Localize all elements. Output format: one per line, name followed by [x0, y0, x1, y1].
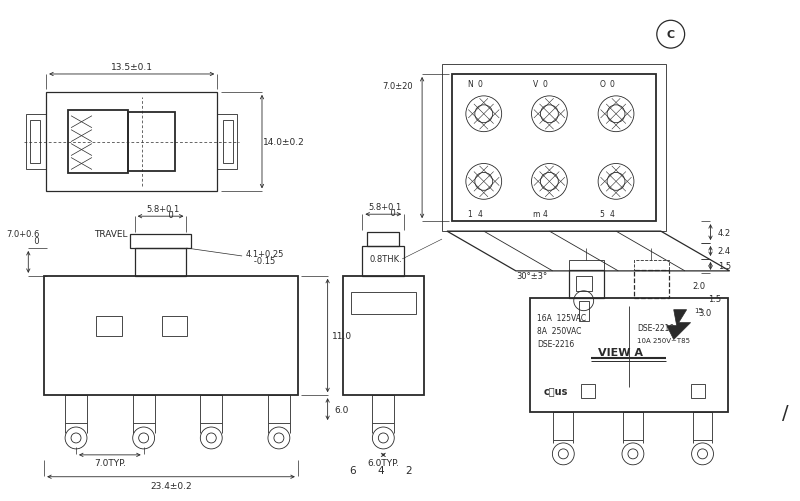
- Bar: [130, 234, 191, 248]
- Text: 1.5: 1.5: [708, 295, 721, 304]
- Text: V: V: [533, 80, 538, 89]
- Text: 1.5: 1.5: [718, 262, 731, 271]
- Text: DSE-2216: DSE-2216: [538, 339, 574, 348]
- Bar: [554, 412, 574, 440]
- Text: 5: 5: [600, 209, 605, 218]
- Bar: [362, 246, 404, 277]
- Text: 6: 6: [349, 465, 356, 475]
- Text: 4.1+0.25: 4.1+0.25: [246, 250, 285, 259]
- Text: 0: 0: [478, 80, 482, 89]
- Text: m: m: [532, 209, 539, 218]
- Bar: [690, 384, 705, 398]
- Text: 15: 15: [694, 307, 703, 313]
- Text: 6.0: 6.0: [334, 405, 349, 414]
- Text: 1: 1: [467, 209, 472, 218]
- Bar: [96, 316, 122, 336]
- Bar: [162, 316, 187, 336]
- Bar: [46, 93, 218, 192]
- Bar: [576, 277, 592, 291]
- Bar: [268, 395, 290, 423]
- Bar: [570, 271, 604, 298]
- Text: DSE-2210: DSE-2210: [637, 324, 674, 332]
- Text: VIEW A: VIEW A: [598, 348, 643, 358]
- Text: TRAVEL: TRAVEL: [94, 229, 127, 238]
- Bar: [693, 412, 713, 440]
- Text: 10A 250V~T85: 10A 250V~T85: [637, 338, 690, 344]
- Text: O: O: [599, 80, 605, 89]
- Text: 4: 4: [478, 209, 482, 218]
- Text: 0: 0: [158, 210, 174, 219]
- Bar: [634, 271, 669, 298]
- Text: 8A  250VAC: 8A 250VAC: [538, 326, 582, 335]
- Text: 11.0: 11.0: [331, 331, 352, 340]
- Text: C: C: [666, 30, 674, 40]
- Bar: [200, 395, 222, 423]
- Bar: [452, 75, 656, 222]
- Polygon shape: [666, 310, 690, 340]
- Text: 0: 0: [543, 80, 548, 89]
- Text: 4.2: 4.2: [718, 228, 731, 237]
- Text: 2.4: 2.4: [718, 247, 731, 256]
- Text: 30°±3°: 30°±3°: [516, 272, 547, 281]
- Bar: [442, 65, 666, 231]
- Bar: [44, 277, 298, 395]
- Bar: [68, 111, 128, 174]
- Text: 0: 0: [16, 236, 39, 245]
- Text: 13.5±0.1: 13.5±0.1: [110, 63, 153, 71]
- Text: /: /: [782, 403, 788, 422]
- Text: 3.0: 3.0: [698, 309, 711, 318]
- Text: 5.8+0.1: 5.8+0.1: [369, 202, 402, 211]
- Text: 0.8THK.: 0.8THK.: [370, 255, 402, 264]
- Bar: [367, 232, 399, 246]
- Text: 7.0TYP.: 7.0TYP.: [94, 458, 126, 467]
- Bar: [623, 412, 643, 440]
- Text: N: N: [467, 80, 473, 89]
- Text: 0: 0: [381, 208, 396, 217]
- Bar: [582, 384, 595, 398]
- Text: 6.0TYP.: 6.0TYP.: [367, 458, 399, 467]
- Bar: [218, 115, 237, 170]
- Bar: [570, 261, 604, 271]
- Bar: [128, 113, 175, 172]
- Bar: [133, 395, 154, 423]
- Text: 0: 0: [610, 80, 614, 89]
- Text: 16A  125VAC: 16A 125VAC: [538, 314, 586, 323]
- Bar: [26, 115, 46, 170]
- Text: 23.4±0.2: 23.4±0.2: [150, 481, 192, 490]
- Text: 14.0±0.2: 14.0±0.2: [263, 138, 305, 147]
- Text: 2: 2: [405, 465, 411, 475]
- Text: cⓇus: cⓇus: [543, 385, 568, 395]
- Bar: [530, 298, 728, 412]
- Bar: [223, 120, 233, 164]
- Bar: [30, 120, 40, 164]
- Text: 7.0±20: 7.0±20: [382, 82, 413, 91]
- Text: 4: 4: [543, 209, 548, 218]
- Bar: [350, 292, 416, 314]
- Text: 5.8+0.1: 5.8+0.1: [146, 204, 179, 213]
- Text: 4: 4: [610, 209, 614, 218]
- Bar: [65, 395, 87, 423]
- Text: 4: 4: [377, 465, 384, 475]
- Text: -0.15: -0.15: [246, 257, 275, 266]
- Bar: [342, 277, 424, 395]
- Bar: [134, 248, 186, 277]
- Bar: [634, 261, 669, 271]
- Bar: [578, 301, 589, 321]
- Text: 7.0+0.6: 7.0+0.6: [6, 229, 39, 238]
- Bar: [372, 395, 394, 423]
- Text: 2.0: 2.0: [692, 282, 705, 291]
